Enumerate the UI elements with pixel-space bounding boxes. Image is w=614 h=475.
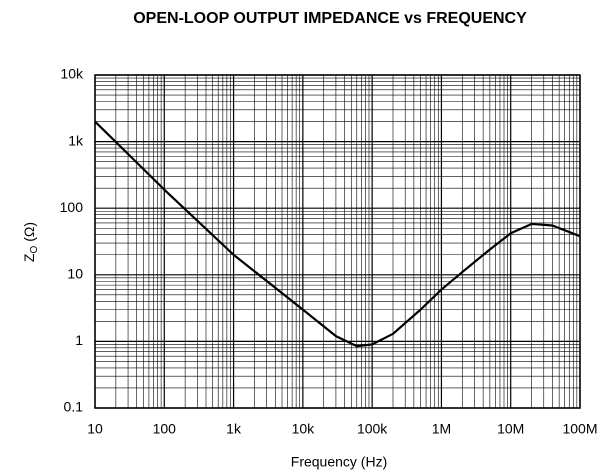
x-tick-label: 1k: [226, 421, 242, 437]
x-tick-label: 10: [87, 421, 103, 437]
y-tick-label: 1: [75, 332, 83, 348]
x-axis-label: Frequency (Hz): [291, 454, 387, 470]
y-label-main: Z: [21, 253, 37, 262]
data-line: [94, 120, 581, 348]
y-axis-label: ZO (Ω): [21, 222, 40, 262]
y-tick-label: 10: [67, 266, 83, 282]
plot-frame: [94, 74, 581, 409]
x-tick-label: 100k: [357, 421, 388, 437]
x-tick-label: 10k: [292, 421, 316, 437]
y-tick-label: 10k: [60, 66, 84, 82]
x-tick-label: 10M: [497, 421, 524, 437]
y-tick-label: 100: [60, 199, 84, 215]
y-tick-label: 0.1: [64, 399, 84, 415]
y-label-sub: O: [29, 246, 40, 254]
y-tick-label: 1k: [68, 132, 84, 148]
x-tick-label: 100M: [562, 421, 597, 437]
x-tick-label: 1M: [432, 421, 451, 437]
x-tick-label: 100: [153, 421, 177, 437]
y-label-unit: (Ω): [21, 222, 37, 242]
chart-title: OPEN-LOOP OUTPUT IMPEDANCE vs FREQUENCY: [133, 10, 527, 27]
